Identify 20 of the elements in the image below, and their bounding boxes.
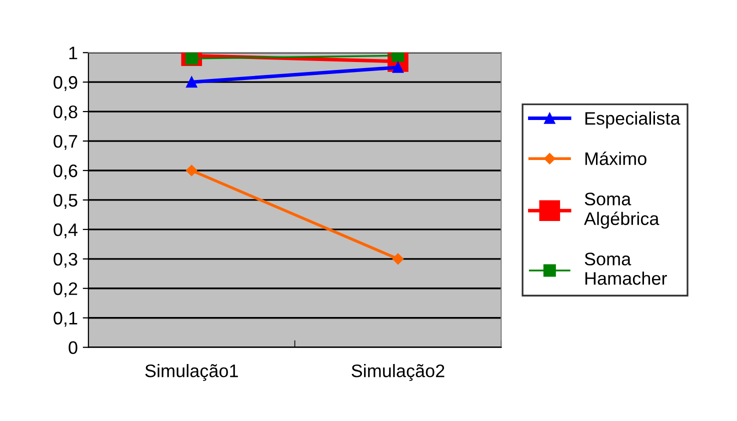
y-tick-label: 0,1 bbox=[54, 312, 78, 327]
point bbox=[186, 76, 198, 88]
x-tick-label: Simulação1 bbox=[145, 364, 238, 381]
y-tick-label: 0,7 bbox=[54, 134, 78, 150]
y-tick-label: 0,8 bbox=[54, 106, 78, 120]
y-tick-label: 0,3 bbox=[54, 252, 78, 268]
x-tick-label: Simulação2 bbox=[352, 364, 444, 381]
y-tick-label: 0,9 bbox=[54, 76, 78, 91]
y-tick-label: 0 bbox=[68, 341, 78, 354]
point bbox=[392, 253, 404, 265]
y-tick-label: 0,5 bbox=[54, 194, 78, 209]
y-tick-label: 0,4 bbox=[54, 223, 78, 238]
legend-label: Soma Algébrica bbox=[584, 192, 660, 229]
y-tick-label: 0,6 bbox=[54, 164, 78, 180]
legend-label: Soma Hamacher bbox=[584, 252, 667, 285]
point bbox=[186, 164, 198, 176]
legend-label: Máximo bbox=[585, 152, 646, 166]
legend-label: Especialista bbox=[585, 112, 680, 128]
y-tick-label: 0,2 bbox=[54, 282, 78, 298]
y-tick-label: 1 bbox=[69, 46, 78, 60]
